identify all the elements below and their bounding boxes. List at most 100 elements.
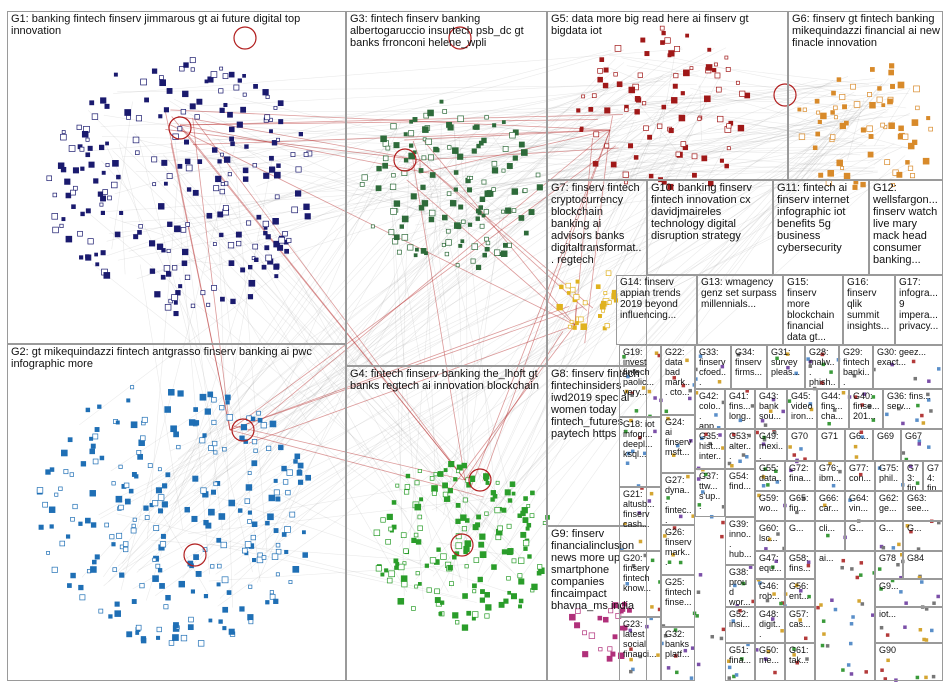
graph-node [457,153,464,160]
graph-node [401,234,409,241]
graph-edge [396,83,840,140]
graph-edge [399,144,410,492]
graph-node [916,403,920,408]
graph-node [622,601,627,607]
group-g78: G78 [875,551,903,579]
graph-node [738,418,743,423]
graph-node [830,110,835,115]
graph-node [537,564,543,570]
graph-edge [79,121,480,426]
graph-node [455,620,460,625]
graph-edge [499,126,608,142]
graph-node [678,560,683,565]
graph-node [183,62,189,68]
graph-node [370,224,375,229]
graph-edge [132,159,882,590]
graph-node [80,461,87,467]
graph-node [52,192,58,198]
graph-node [208,618,213,623]
graph-node [879,587,883,591]
group-label: G47: equ... [759,553,782,573]
graph-node [210,71,218,78]
group-g23: G23: latest social financi... [619,617,661,681]
graph-node [168,640,175,646]
graph-node [244,541,252,548]
graph-node [189,57,196,64]
graph-node [441,242,446,247]
graph-node [230,298,236,305]
graph-edge [258,242,476,479]
graph-node [817,119,822,125]
graph-edge [158,138,408,255]
graph-edge [873,152,889,166]
graph-node [485,604,492,611]
graph-node [708,441,712,446]
graph-node [883,677,888,681]
graph-node [792,653,796,657]
graph-node [626,451,631,456]
group-g10: G10: banking finserv fintech innovation … [647,180,773,275]
graph-edge [504,90,835,230]
graph-node [301,530,306,535]
graph-edge [691,123,853,142]
graph-edge [159,127,397,496]
graph-node [265,254,272,262]
self-loop [231,418,255,442]
graph-node [897,406,901,411]
graph-node [719,636,724,641]
graph-node [112,567,118,572]
graph-node [155,487,162,494]
graph-node [909,529,913,534]
graph-node [208,508,215,516]
group-label: G7: finserv fintech cryptocurrency block… [551,182,643,266]
graph-edge [81,129,479,578]
graph-node [447,145,452,150]
graph-node [222,205,229,211]
graph-node [877,567,882,571]
graph-node [915,675,920,680]
graph-edge [257,145,635,265]
graph-node [840,166,845,170]
graph-node [927,379,931,383]
graph-edge [122,117,857,570]
graph-node [109,534,115,540]
graph-node [735,80,740,85]
graph-edge [671,57,856,96]
group-label: G10: banking finserv fintech innovation … [651,182,755,242]
graph-node [103,272,111,279]
graph-node [247,510,252,515]
graph-node [517,573,523,579]
graph-edge [447,86,605,156]
graph-node [124,109,132,116]
graph-node [527,554,532,559]
graph-node [494,507,501,514]
graph-node [104,103,110,109]
graph-node [685,358,689,363]
graph-node [252,163,257,168]
graph-node [888,122,895,129]
graph-node [458,204,464,210]
graph-node [296,470,303,476]
graph-node [853,444,858,449]
graph-node [666,496,670,500]
graph-node [251,521,258,528]
graph-node [663,634,668,638]
graph-node [60,133,67,141]
graph-node [806,563,811,568]
graph-node [707,47,712,52]
highlight-edge [419,159,594,309]
graph-node [897,81,905,89]
graph-node [135,631,140,635]
graph-node [885,412,889,417]
graph-node [772,430,777,435]
graph-node [455,503,461,508]
graph-node [657,607,662,612]
graph-edge [167,141,643,161]
highlight-edge [419,129,611,174]
graph-node [429,476,435,481]
graph-node [758,581,762,585]
graph-node [268,494,276,502]
graph-edge [174,432,212,504]
graph-node [79,594,86,601]
graph-node [273,171,281,179]
